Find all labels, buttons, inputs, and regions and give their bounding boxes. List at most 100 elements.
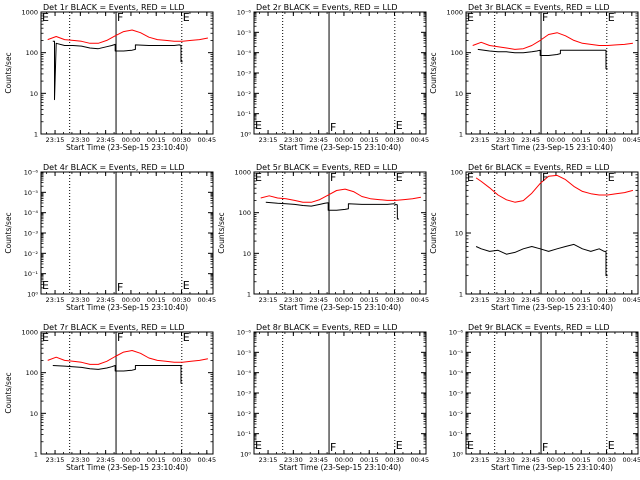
x-tick-label: 23:15 <box>259 296 278 304</box>
y-tick-label: 10⁻¹ <box>449 430 464 438</box>
x-axis-label: Start Time (23-Sep-15 23:10:40) <box>279 463 401 472</box>
x-axis-label: Start Time (23-Sep-15 23:10:40) <box>491 463 613 472</box>
marker-f: F <box>542 171 548 184</box>
x-tick-label: 00:15 <box>572 296 591 304</box>
marker-e: E <box>42 279 49 292</box>
panel-det-4: Det 4r BLACK = Events, RED = LLD Counts/s… <box>4 163 216 312</box>
marker-e: E <box>183 11 190 24</box>
y-tick-label: 10⁻² <box>237 410 252 418</box>
panel-det-9: Det 9r BLACK = Events, RED = LLD Start Ti… <box>449 323 640 472</box>
x-tick-label: 00:15 <box>147 456 166 464</box>
y-tick-label: 10⁻⁶ <box>237 329 252 337</box>
y-tick-label: 10⁻³ <box>24 230 39 238</box>
y-tick-label: 10 <box>455 90 463 98</box>
marker-e: E <box>42 331 49 344</box>
x-tick-label: 23:45 <box>309 136 328 144</box>
x-tick-label: 23:45 <box>309 456 328 464</box>
y-tick-label: 10⁰ <box>240 131 251 139</box>
lld-series-line <box>47 29 208 44</box>
y-tick-label: 10⁻³ <box>449 390 464 398</box>
x-tick-label: 23:15 <box>471 296 490 304</box>
y-tick-label: 10⁻⁶ <box>237 9 252 17</box>
x-tick-label: 00:45 <box>197 456 216 464</box>
y-tick-label: 100 <box>26 369 38 377</box>
y-tick-label: 10⁻¹ <box>237 110 252 118</box>
x-tick-label: 00:30 <box>385 296 404 304</box>
x-axis-label: Start Time (23-Sep-15 23:10:40) <box>279 143 401 152</box>
x-tick-label: 23:45 <box>96 296 115 304</box>
x-tick-label: 23:30 <box>71 136 90 144</box>
y-tick-label: 10⁰ <box>452 451 463 459</box>
x-axis-label: Start Time (23-Sep-15 23:10:40) <box>491 303 613 312</box>
lld-series-line <box>472 32 633 50</box>
x-tick-label: 23:30 <box>71 296 90 304</box>
x-tick-label: 23:30 <box>284 456 303 464</box>
marker-f: F <box>330 171 336 184</box>
panel-title: Det 7r BLACK = Events, RED = LLD <box>43 323 185 332</box>
x-tick-label: 00:30 <box>172 456 191 464</box>
panel-det-6: Det 6r BLACK = Events, RED = LLD Counts/s… <box>429 163 640 312</box>
y-tick-label: 1 <box>459 131 463 139</box>
x-tick-label: 00:45 <box>410 456 429 464</box>
x-axis-label: Start Time (23-Sep-15 23:10:40) <box>491 143 613 152</box>
y-tick-label: 1 <box>247 291 251 299</box>
marker-f: F <box>542 11 548 24</box>
y-tick-label: 10⁻⁴ <box>237 369 252 377</box>
x-tick-label: 23:45 <box>96 136 115 144</box>
y-tick-label: 10 <box>455 230 463 238</box>
y-tick-label: 10⁻⁵ <box>449 349 464 357</box>
marker-e: E <box>183 279 190 292</box>
y-axis-label: Counts/sec <box>217 212 226 253</box>
marker-e: E <box>255 119 262 132</box>
marker-e: E <box>255 439 262 452</box>
marker-e: E <box>396 171 403 184</box>
x-tick-label: 23:45 <box>96 456 115 464</box>
x-tick-label: 23:15 <box>46 296 65 304</box>
y-tick-label: 1000 <box>21 329 38 337</box>
x-tick-label: 00:00 <box>122 136 141 144</box>
x-tick-label: 00:00 <box>122 296 141 304</box>
x-tick-label: 00:15 <box>147 296 166 304</box>
y-axis-label: Counts/sec <box>4 212 13 253</box>
x-axis-label: Start Time (23-Sep-15 23:10:40) <box>66 303 188 312</box>
panel-det-8: Det 8r BLACK = Events, RED = LLD Start Ti… <box>237 323 429 472</box>
y-tick-label: 10⁻² <box>449 410 464 418</box>
panel-det-3: Det 3r BLACK = Events, RED = LLD Counts/s… <box>429 3 640 152</box>
x-tick-label: 00:45 <box>622 296 640 304</box>
x-tick-label: 23:15 <box>259 136 278 144</box>
x-tick-label: 00:30 <box>172 136 191 144</box>
x-tick-label: 23:45 <box>521 136 540 144</box>
plot-frame <box>40 331 214 455</box>
x-tick-label: 00:15 <box>360 136 379 144</box>
x-tick-label: 00:30 <box>385 456 404 464</box>
y-tick-label: 1000 <box>234 169 251 177</box>
x-tick-label: 00:30 <box>385 136 404 144</box>
x-tick-label: 23:30 <box>496 456 515 464</box>
marker-e: E <box>608 171 615 184</box>
plot-frame <box>465 11 639 135</box>
lld-series-line <box>260 188 421 203</box>
marker-f: F <box>117 11 123 24</box>
panel-title: Det 1r BLACK = Events, RED = LLD <box>43 3 185 12</box>
y-axis-label: Counts/sec <box>4 52 13 93</box>
marker-e: E <box>608 11 615 24</box>
x-axis-label: Start Time (23-Sep-15 23:10:40) <box>66 143 188 152</box>
marker-e: E <box>467 11 474 24</box>
panel-det-1: Det 1r BLACK = Events, RED = LLD Counts/s… <box>4 3 216 152</box>
marker-f: F <box>117 281 123 294</box>
panel-title: Det 4r BLACK = Events, RED = LLD <box>43 163 185 172</box>
x-tick-label: 00:00 <box>335 136 354 144</box>
y-axis-label: Counts/sec <box>429 212 438 253</box>
y-tick-label: 1000 <box>446 9 463 17</box>
panel-det-5: Det 5r BLACK = Events, RED = LLD Counts/s… <box>217 163 429 312</box>
x-tick-label: 00:00 <box>547 136 566 144</box>
marker-f: F <box>542 441 548 454</box>
x-tick-label: 00:45 <box>622 136 640 144</box>
x-tick-label: 23:30 <box>284 296 303 304</box>
x-tick-label: 00:15 <box>147 136 166 144</box>
y-tick-label: 10⁻⁶ <box>24 169 39 177</box>
x-tick-label: 23:30 <box>284 136 303 144</box>
x-tick-label: 00:00 <box>547 456 566 464</box>
